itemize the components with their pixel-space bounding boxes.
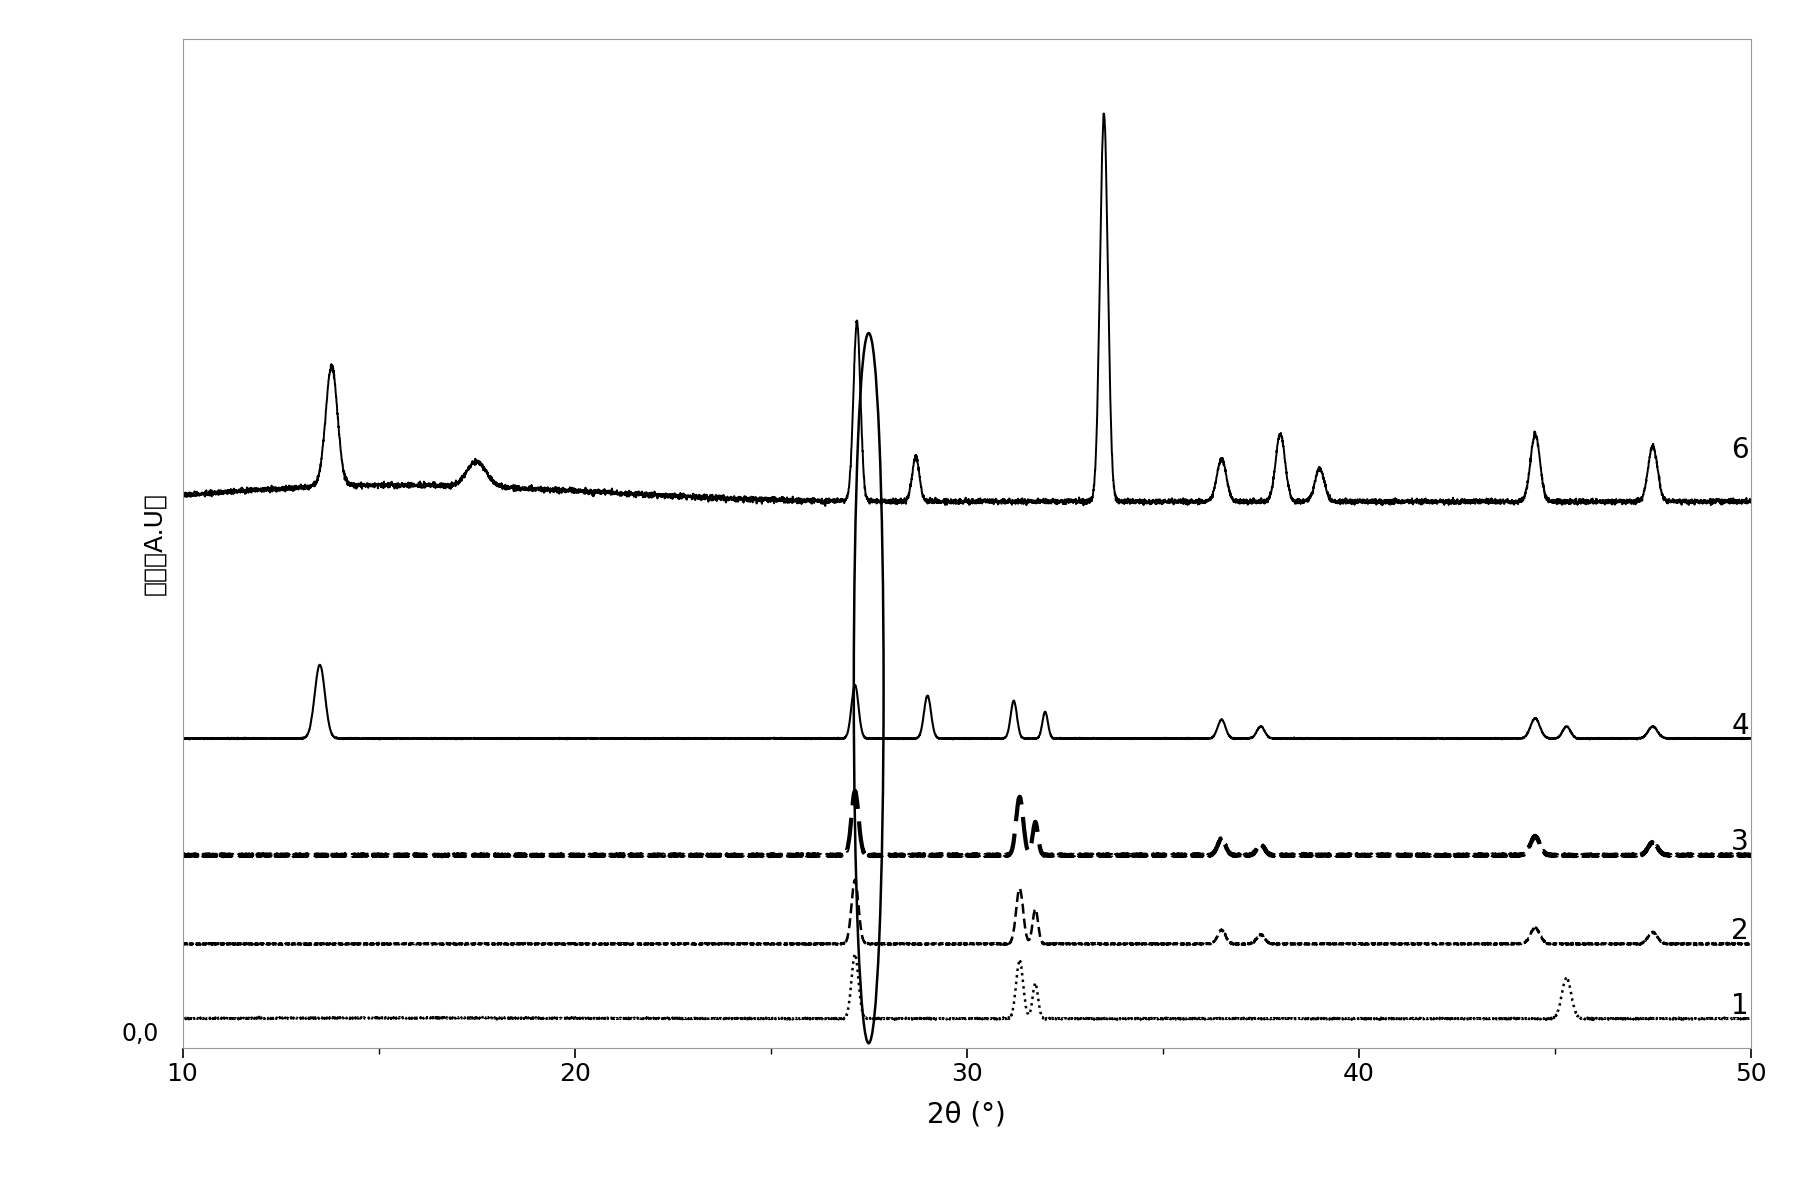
Text: 0,0: 0,0 bbox=[122, 1022, 158, 1046]
Y-axis label: 计数（A.U）: 计数（A.U） bbox=[142, 492, 165, 594]
Text: 6: 6 bbox=[1731, 436, 1749, 464]
Text: 4: 4 bbox=[1731, 711, 1749, 740]
Text: 3: 3 bbox=[1731, 828, 1749, 856]
Text: 2: 2 bbox=[1731, 917, 1749, 946]
X-axis label: 2θ (°): 2θ (°) bbox=[927, 1100, 1005, 1128]
Text: 1: 1 bbox=[1731, 992, 1749, 1019]
